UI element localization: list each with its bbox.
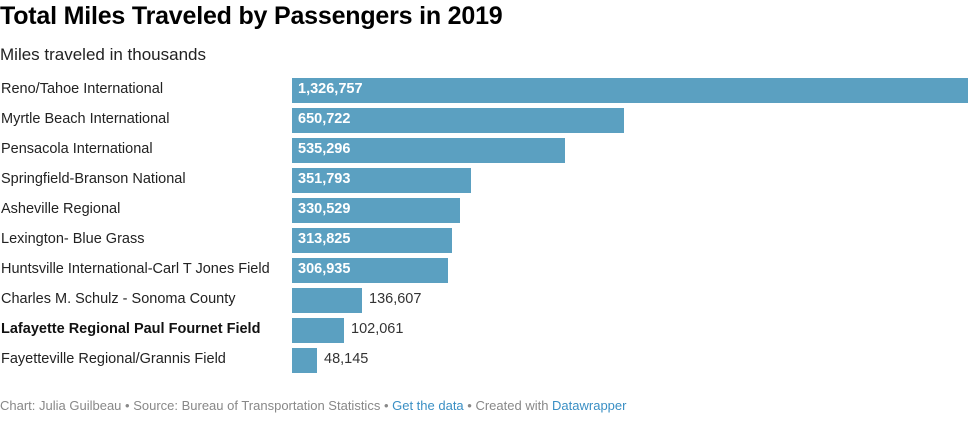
bar [292,348,317,373]
bar [292,78,968,103]
category-label: Charles M. Schulz - Sonoma County [1,291,236,307]
category-label: Reno/Tahoe International [1,81,164,97]
value-label: 306,935 [298,261,351,277]
bar [292,288,362,313]
value-label: 1,326,757 [298,81,363,97]
value-label: 650,722 [298,111,351,127]
bar-row: Huntsville International-Carl T Jones Fi… [0,258,968,283]
category-label: Asheville Regional [1,201,121,217]
chart-credit: Chart: Julia Guilbeau [0,398,122,413]
bar [292,108,624,133]
separator: • [121,398,134,413]
category-label: Myrtle Beach International [1,111,170,127]
value-label: 136,607 [369,291,422,307]
category-label: Fayetteville Regional/Grannis Field [1,351,226,367]
value-label: 535,296 [298,141,351,157]
bar-chart: Reno/Tahoe International 1,326,757 Myrtle … [0,78,968,378]
category-label: Springfield-Branson National [1,171,186,187]
separator: • [380,398,393,413]
bar-row: Lafayette Regional Paul Fournet Field 102… [0,318,968,343]
created-with-text: Created with [475,398,553,413]
datawrapper-link[interactable]: Datawrapper [552,398,627,413]
value-label: 351,793 [298,171,351,187]
bar [292,168,471,193]
category-label: Pensacola International [1,141,153,157]
bar [292,318,344,343]
value-label: 330,529 [298,201,351,217]
bar-row: Reno/Tahoe International 1,326,757 [0,78,968,103]
bar [292,138,565,163]
bar-row: Charles M. Schulz - Sonoma County 136,607 [0,288,968,313]
value-label: 102,061 [351,321,404,337]
bar-row: Asheville Regional 330,529 [0,198,968,223]
bar [292,258,448,283]
bar-row: Fayetteville Regional/Grannis Field 48,14… [0,348,968,373]
category-label: Huntsville International-Carl T Jones Fi… [1,261,270,277]
bar [292,198,460,223]
chart-subtitle: Miles traveled in thousands [0,45,207,64]
bar-row: Pensacola International 535,296 [0,138,968,163]
category-label: Lafayette Regional Paul Fournet Field [1,321,261,337]
chart-title: Total Miles Traveled by Passengers in 20… [0,2,503,30]
bar-row: Lexington- Blue Grass 313,825 [0,228,968,253]
value-label: 48,145 [324,351,369,367]
bar-row: Myrtle Beach International 650,722 [0,108,968,133]
chart-footer: Chart: Julia Guilbeau • Source: Bureau o… [0,398,626,413]
value-label: 313,825 [298,231,351,247]
get-the-data-link[interactable]: Get the data [392,398,464,413]
bar-row: Springfield-Branson National 351,793 [0,168,968,193]
separator: • [463,398,476,413]
bar [292,228,452,253]
category-label: Lexington- Blue Grass [1,231,145,247]
source-text: Source: Bureau of Transportation Statist… [133,398,381,413]
